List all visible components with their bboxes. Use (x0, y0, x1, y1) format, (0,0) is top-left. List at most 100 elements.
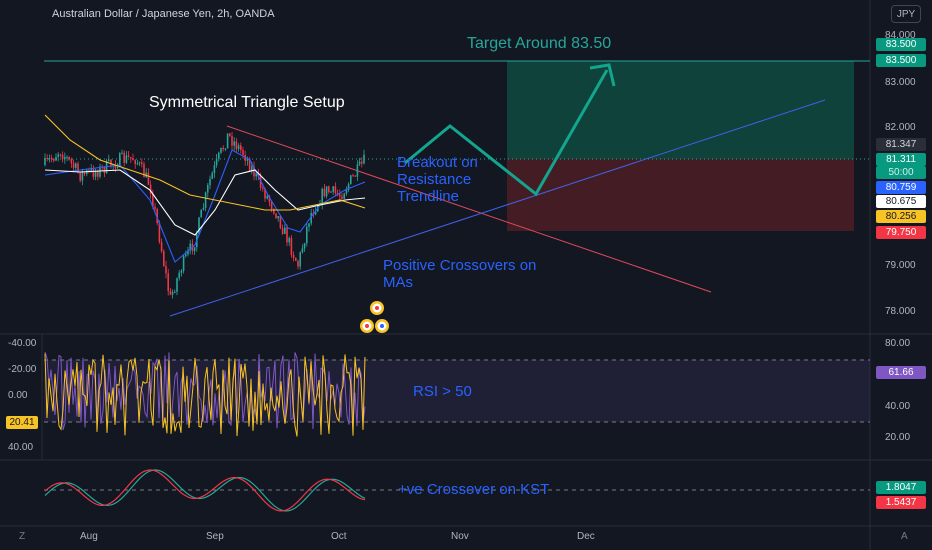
candle (59, 153, 62, 158)
candle (224, 148, 227, 152)
left-axis-tick: -40.00 (8, 338, 37, 349)
candle (328, 185, 330, 194)
candle (339, 189, 341, 201)
candle (308, 222, 310, 232)
candle (209, 175, 211, 190)
candle (165, 261, 167, 279)
annotation-kst: +ve Crossover on KST (398, 481, 550, 498)
candle (94, 168, 97, 181)
candle (352, 173, 354, 177)
candle (301, 244, 304, 254)
price-tag: 81.311 (876, 153, 926, 166)
auto-scale-button[interactable]: A (901, 531, 908, 542)
candle (321, 187, 323, 210)
candle (240, 142, 242, 154)
candle (279, 215, 282, 230)
events-icon[interactable] (370, 301, 384, 315)
candle (136, 159, 139, 166)
left-axis-tick: 40.00 (8, 442, 34, 453)
annotation-target: Target Around 83.50 (467, 35, 612, 52)
candle (363, 149, 365, 165)
candle (332, 185, 334, 195)
left-axis-tick: 0.00 (8, 390, 28, 401)
candle (334, 182, 337, 197)
candle (284, 224, 286, 235)
candle (44, 153, 46, 167)
candle (323, 183, 326, 198)
candle (281, 224, 284, 235)
candle (171, 289, 174, 299)
price-tag: 80.256 (876, 210, 926, 223)
left-value-tag: 20.41 (6, 416, 38, 429)
left-axis-tick: -20.00 (8, 364, 37, 375)
candle (277, 215, 279, 222)
candle (361, 157, 363, 168)
price-tag: 79.750 (876, 226, 926, 239)
candle (163, 249, 165, 267)
candle (185, 250, 187, 258)
candle (198, 216, 200, 235)
price-tick: 79.000 (885, 260, 916, 271)
stop-zone (507, 159, 854, 231)
candle (257, 168, 260, 181)
annotation-setup: Symmetrical Triangle Setup (149, 94, 345, 111)
candle (229, 132, 231, 138)
candle (189, 239, 191, 255)
candle (215, 154, 218, 168)
kst-lines (44, 469, 366, 512)
candle (134, 159, 136, 169)
candle (127, 151, 130, 158)
currency-button[interactable]: JPY (891, 5, 921, 23)
candle (299, 251, 301, 270)
candle (345, 186, 348, 196)
candle (79, 172, 81, 183)
candle (220, 147, 222, 155)
candle (187, 247, 189, 257)
candle (286, 224, 288, 247)
candle (55, 153, 57, 161)
candle (354, 174, 356, 177)
projected-arrowhead (589, 63, 616, 87)
candle (350, 174, 352, 185)
price-tick: 83.000 (885, 77, 916, 88)
candle (347, 182, 350, 193)
kst-line (44, 469, 366, 512)
symbol-title[interactable]: Australian Dollar / Japanese Yen, 2h, OA… (52, 8, 275, 20)
candle (295, 257, 297, 262)
candle (50, 154, 53, 163)
candle (169, 287, 172, 296)
moving-averages (44, 114, 366, 263)
rsi-line (44, 351, 366, 431)
candle (207, 182, 209, 198)
candle (253, 161, 255, 181)
candle (174, 289, 176, 294)
projected-path (404, 69, 609, 197)
candle (292, 251, 295, 262)
candle (358, 157, 361, 167)
candle (178, 269, 180, 281)
candle (290, 235, 293, 258)
candle (75, 162, 77, 171)
dividends-icon[interactable] (360, 319, 389, 333)
target-zone (507, 61, 854, 159)
candle (53, 157, 55, 163)
price-tick: 78.000 (885, 306, 916, 317)
candle (343, 192, 345, 200)
time-tick: Nov (451, 531, 469, 542)
candle (202, 203, 205, 211)
candle (125, 151, 128, 164)
candle (48, 154, 51, 163)
candle (108, 154, 110, 162)
candle (226, 133, 229, 149)
candle (132, 153, 134, 161)
candle (68, 156, 70, 161)
candle (325, 186, 328, 199)
candle (92, 165, 95, 180)
candle (273, 208, 275, 215)
kst-signal-line (44, 469, 366, 512)
resistance-trendline (226, 125, 712, 293)
zoom-button[interactable]: Z (19, 531, 26, 542)
ma-mid (44, 169, 366, 236)
